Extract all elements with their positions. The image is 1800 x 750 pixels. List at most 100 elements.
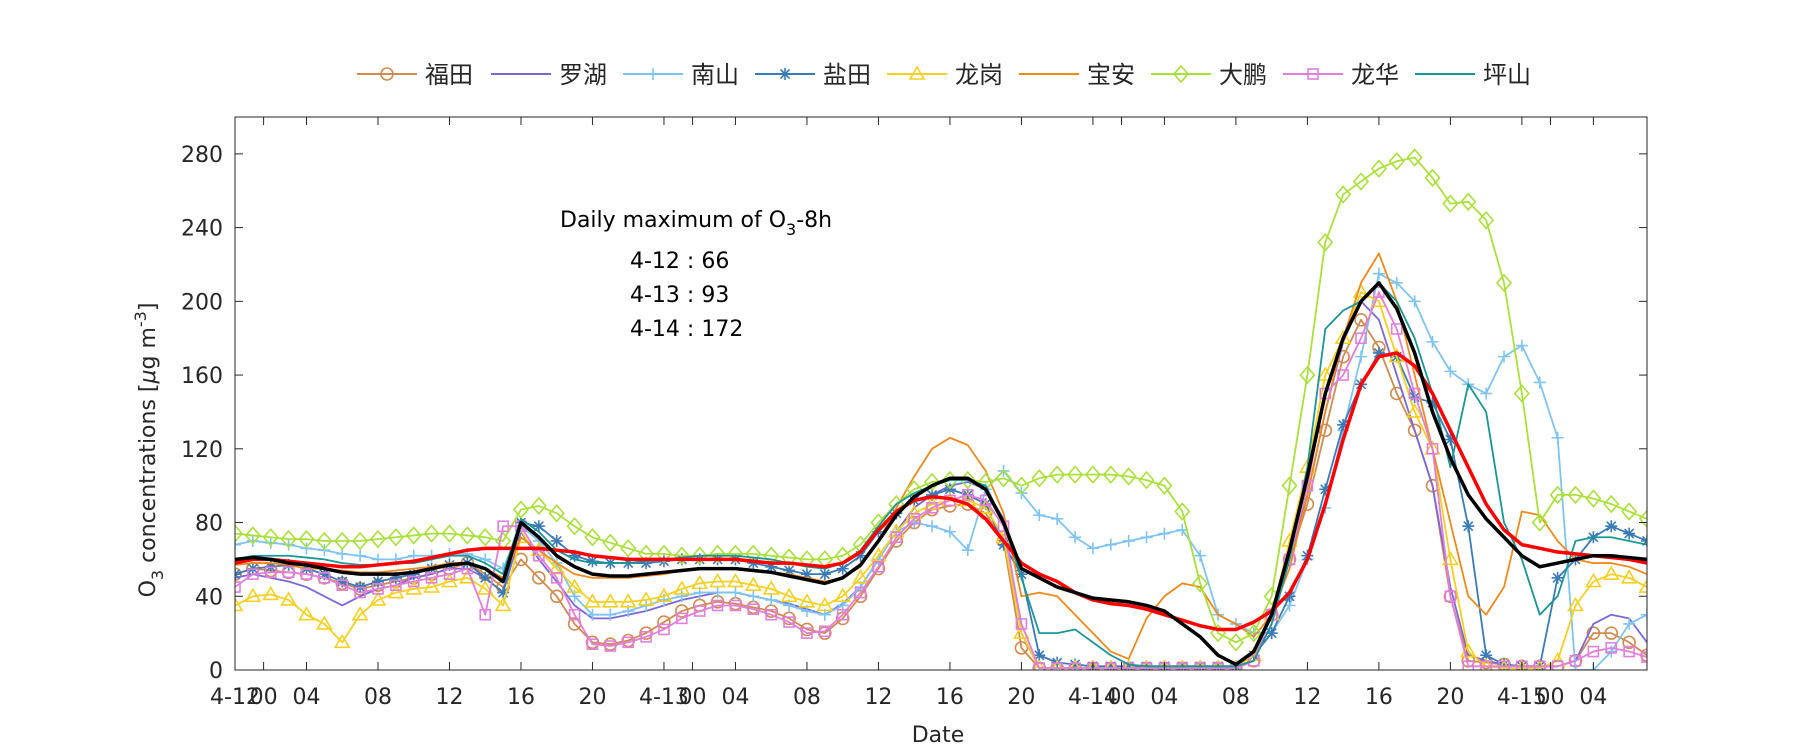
data-point [264, 566, 277, 579]
data-point [765, 593, 778, 606]
series-南山 [235, 267, 1647, 670]
data-point [512, 500, 530, 519]
data-point [568, 549, 581, 562]
legend-item-盐田: 盐田 [755, 61, 871, 89]
data-point [423, 524, 440, 543]
data-point [1299, 365, 1316, 385]
series-line [235, 281, 1647, 667]
data-point [1480, 660, 1492, 670]
x-tick-label: 4-15 [1497, 685, 1547, 710]
data-point [798, 593, 816, 608]
data-point [1014, 641, 1029, 655]
data-point [943, 525, 956, 538]
data-point [1660, 632, 1670, 642]
data-point [1620, 569, 1638, 584]
series-龙华 [235, 286, 1670, 670]
data-point [584, 593, 601, 608]
x-axis-label: Date [912, 723, 965, 748]
data-point [1104, 662, 1117, 670]
data-point [1033, 659, 1046, 670]
data-point [1051, 512, 1064, 525]
data-point [1194, 549, 1207, 562]
data-point [1551, 571, 1564, 584]
data-point [709, 544, 726, 564]
data-point [924, 472, 941, 492]
data-point [1406, 148, 1423, 167]
data-point [1408, 295, 1421, 308]
data-point [1462, 520, 1475, 533]
legend-item-罗湖: 罗湖 [491, 61, 607, 89]
legend: 福田 罗湖 南山 盐田 龙岗 宝安 大鹏 龙华 坪山 [357, 61, 1531, 89]
data-point [620, 539, 637, 558]
data-point [1066, 465, 1084, 484]
data-point [1408, 391, 1421, 404]
data-point [1478, 211, 1495, 230]
data-point [1605, 642, 1618, 654]
data-point [405, 526, 422, 545]
data-point [1069, 658, 1082, 670]
data-point [1478, 657, 1494, 670]
data-point [1352, 172, 1370, 191]
data-point [1424, 168, 1441, 188]
data-point [1426, 442, 1439, 455]
data-point [1641, 651, 1647, 663]
data-point [235, 581, 241, 593]
data-point [997, 538, 1010, 551]
data-point [729, 599, 742, 612]
x-tick-label: 00 [1108, 685, 1136, 710]
data-point [1659, 540, 1671, 552]
data-point [1355, 332, 1367, 345]
data-point [1694, 522, 1708, 538]
series-line [235, 291, 1647, 670]
data-point [818, 568, 831, 581]
data-point [673, 546, 690, 565]
x-tick-label: 00 [679, 685, 707, 710]
x-tick-label: 04 [1150, 685, 1178, 710]
x-tick-label: 12 [435, 685, 463, 710]
data-point [1408, 387, 1421, 400]
data-point [675, 590, 688, 603]
data-point [727, 572, 744, 588]
data-point [1102, 465, 1119, 484]
data-point [459, 526, 476, 545]
legend-marker [1172, 64, 1190, 84]
data-point [1104, 538, 1117, 551]
data-point [1460, 192, 1477, 212]
data-point [1138, 470, 1155, 490]
data-point [1462, 660, 1475, 670]
y-tick-label: 240 [181, 217, 223, 242]
data-point [1370, 159, 1387, 178]
data-point [586, 608, 599, 621]
data-point [1033, 509, 1046, 522]
data-point [1122, 660, 1135, 670]
data-point [640, 557, 653, 570]
data-point [235, 538, 241, 551]
data-point [658, 623, 670, 636]
data-point [298, 606, 315, 621]
x-tick-label: 04 [721, 685, 749, 710]
x-tick-label: 16 [507, 685, 535, 710]
data-point [530, 496, 547, 516]
data-point [1586, 626, 1601, 640]
data-point [1676, 522, 1690, 538]
data-point [943, 483, 956, 496]
data-point [369, 529, 387, 549]
data-point [407, 568, 420, 581]
x-tick-label: 04 [292, 685, 320, 710]
data-point [479, 571, 492, 584]
data-point [1104, 660, 1117, 670]
data-point [532, 520, 545, 533]
data-point [1567, 485, 1584, 505]
data-point [584, 528, 601, 547]
data-point [550, 534, 563, 547]
data-point [676, 612, 688, 625]
data-point [908, 513, 920, 525]
data-point [1569, 654, 1582, 667]
data-point [1335, 185, 1352, 204]
data-point [1551, 660, 1564, 670]
data-point [1658, 589, 1672, 601]
data-point [1337, 369, 1349, 381]
data-point [247, 568, 259, 580]
data-point [315, 615, 333, 630]
